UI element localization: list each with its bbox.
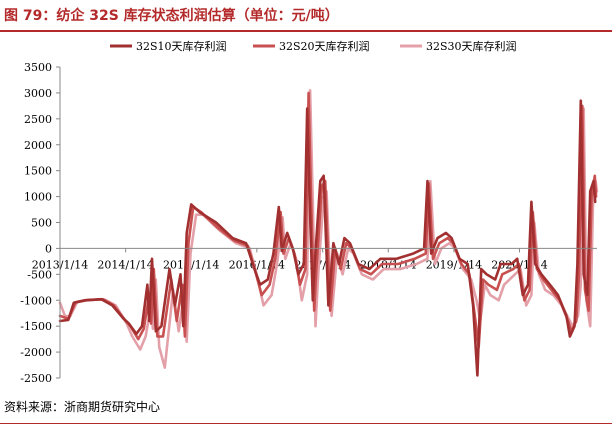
y-tick-label: 1000: [24, 191, 52, 204]
y-tick-label: -500: [27, 268, 52, 281]
legend-label-2: 32S20天库存利润: [279, 39, 370, 53]
y-tick-label: 500: [31, 217, 52, 230]
y-tick-label: -1500: [20, 320, 52, 333]
title-bar: 图 79：纺企 32S 库存状态利润估算（单位：元/吨）: [0, 0, 612, 30]
y-tick-label: 2500: [24, 113, 52, 126]
legend-label-3: 32S30天库存利润: [426, 39, 517, 53]
bottom-divider: [0, 423, 612, 424]
x-tick-label: 2014/1/14: [97, 258, 153, 271]
legend: 32S10天库存利润 32S20天库存利润 32S30天库存利润: [110, 39, 517, 53]
x-axis: 2013/1/14 2014/1/14 2015/1/14 2016/1/14 2017…: [32, 248, 548, 271]
legend-label-1: 32S10天库存利润: [136, 39, 227, 53]
line-chart: 32S10天库存利润 32S20天库存利润 32S30天库存利润 3500 3000 2…: [20, 39, 599, 385]
source-note: 资料来源：浙商期货研究中心: [4, 400, 161, 414]
y-tick-label: 2000: [24, 139, 52, 152]
title-divider: [0, 30, 612, 32]
y-tick-label: -2000: [20, 346, 52, 359]
y-tick-label: 0: [45, 242, 52, 255]
chart-title: 图 79：纺企 32S 库存状态利润估算（单位：元/吨）: [4, 8, 339, 24]
series-line-1: [58, 99, 597, 377]
y-tick-label: -1000: [20, 294, 52, 307]
y-axis: 3500 3000 2500 2000 1500 1000 500 0 -500 -1000 -15…: [20, 61, 60, 385]
y-tick-label: 3000: [24, 87, 52, 100]
y-tick-label: -2500: [20, 372, 52, 385]
series-layer: [58, 89, 599, 377]
y-tick-label: 1500: [24, 165, 52, 178]
y-tick-label: 3500: [24, 61, 52, 74]
